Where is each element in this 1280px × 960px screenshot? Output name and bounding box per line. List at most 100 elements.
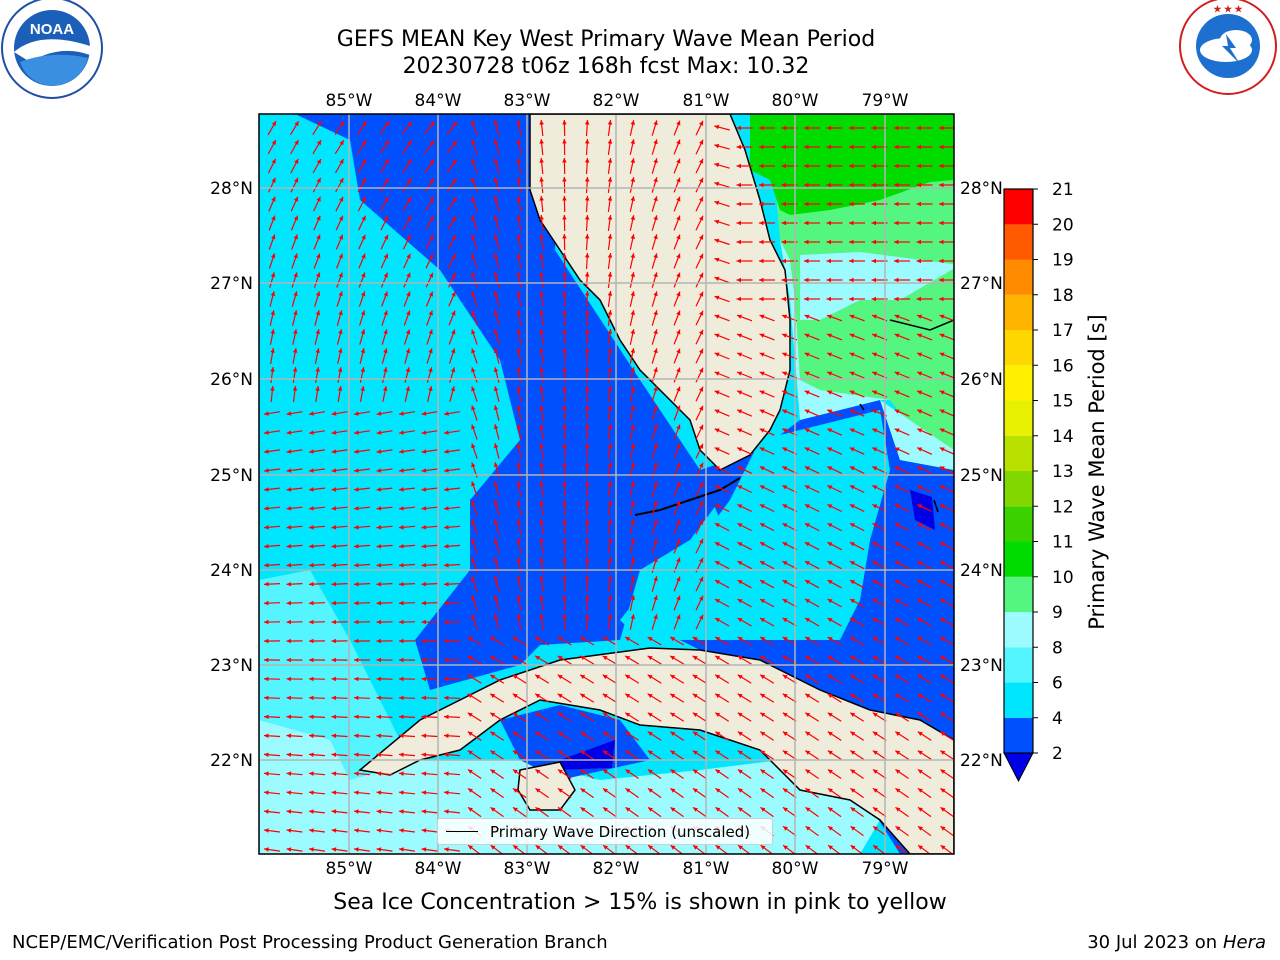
wave-arrow (629, 519, 635, 535)
wave-arrow (849, 503, 865, 513)
wave-arrow (737, 541, 752, 551)
wave-arrow (695, 196, 704, 212)
wave-arrow (872, 522, 887, 532)
wave-arrow (737, 484, 752, 494)
wave-arrow (562, 214, 567, 232)
wave-arrow (557, 636, 572, 646)
wave-arrow (695, 386, 704, 402)
wave-arrow (629, 196, 635, 212)
wave-arrow (421, 676, 438, 682)
wave-arrow (308, 695, 326, 701)
wave-arrow (331, 619, 348, 625)
wave-arrow (489, 750, 505, 760)
wave-arrow (782, 825, 797, 837)
wave-arrow (760, 806, 774, 818)
wave-arrow (264, 411, 280, 416)
wave-arrow (804, 371, 820, 379)
wave-arrow (714, 750, 730, 760)
wave-arrow (268, 177, 276, 193)
wave-arrow (759, 428, 775, 436)
wave-arrow (315, 386, 320, 402)
wave-arrow (286, 600, 303, 606)
wave-arrow (850, 825, 864, 837)
lon-label-bottom: 81°W (683, 859, 730, 879)
wave-arrow (737, 712, 752, 722)
wave-arrow (354, 487, 370, 492)
wave-arrow (493, 158, 500, 174)
lat-label-right: 26°N (960, 370, 1003, 390)
wave-arrow (467, 712, 482, 722)
wave-arrow (534, 674, 550, 684)
wave-arrow (894, 503, 910, 513)
wave-arrow (759, 409, 775, 417)
wave-arrow (404, 386, 410, 402)
wave-arrow (398, 544, 416, 549)
wave-arrow (629, 291, 635, 307)
wave-arrow (357, 158, 367, 174)
wave-arrow (443, 714, 461, 720)
wave-arrow (849, 750, 865, 760)
wave-arrow (651, 538, 658, 554)
wave-arrow (714, 598, 730, 608)
wave-arrow (427, 386, 433, 402)
wave-arrow (826, 144, 843, 150)
wave-arrow (917, 825, 932, 837)
wave-arrow (602, 655, 617, 665)
wave-arrow (539, 271, 544, 289)
wave-arrow (443, 619, 461, 625)
wave-arrow (425, 291, 434, 307)
colorbar-segment (1004, 224, 1033, 260)
wave-arrow (695, 310, 704, 326)
wave-arrow (602, 844, 616, 854)
wave-arrow (804, 390, 820, 398)
wave-arrow (359, 310, 366, 326)
wave-arrow (737, 806, 752, 818)
wave-arrow (872, 598, 887, 608)
wave-arrow (534, 693, 550, 703)
wave-arrow (493, 443, 500, 459)
wave-arrow (290, 215, 299, 231)
wave-arrow (421, 752, 438, 757)
wave-arrow (673, 120, 681, 136)
wave-arrow (584, 271, 590, 289)
wave-arrow (579, 693, 595, 703)
wave-arrow (308, 581, 326, 587)
wave-arrow (584, 613, 590, 631)
wave-arrow (894, 371, 910, 379)
footer-date: 30 Jul 2023 on Hera (1087, 932, 1266, 953)
wave-arrow (376, 847, 393, 852)
wave-arrow (376, 638, 393, 644)
wave-arrow (286, 714, 303, 720)
wave-arrow (444, 468, 460, 473)
wave-arrow (673, 424, 681, 440)
wave-arrow (562, 347, 567, 365)
wave-arrow (625, 787, 639, 799)
wave-arrow (695, 158, 704, 174)
wave-arrow (471, 595, 478, 611)
wave-arrow (309, 828, 325, 833)
wave-arrow (312, 177, 322, 193)
wave-arrow (894, 560, 910, 570)
wave-arrow (715, 844, 729, 854)
wave-arrow (827, 693, 842, 703)
wave-arrow (827, 503, 842, 513)
wave-arrow (516, 423, 522, 441)
wave-arrow (421, 619, 438, 625)
wave-arrow (849, 182, 865, 188)
wave-arrow (759, 484, 775, 494)
wave-arrow (448, 348, 456, 364)
wave-arrow (557, 806, 572, 818)
wave-arrow (516, 119, 522, 137)
wave-arrow (403, 253, 411, 269)
colorbar-tick-label: 18 (1052, 286, 1074, 306)
wave-arrow (562, 575, 567, 593)
wave-arrow (673, 481, 681, 497)
wave-arrow (669, 655, 685, 665)
wave-arrow (917, 731, 932, 741)
wave-arrow (471, 424, 478, 440)
wave-arrow (872, 693, 887, 703)
wave-arrow (557, 844, 571, 854)
wave-arrow (398, 752, 416, 757)
wave-arrow (398, 600, 416, 606)
wave-arrow (447, 234, 457, 250)
